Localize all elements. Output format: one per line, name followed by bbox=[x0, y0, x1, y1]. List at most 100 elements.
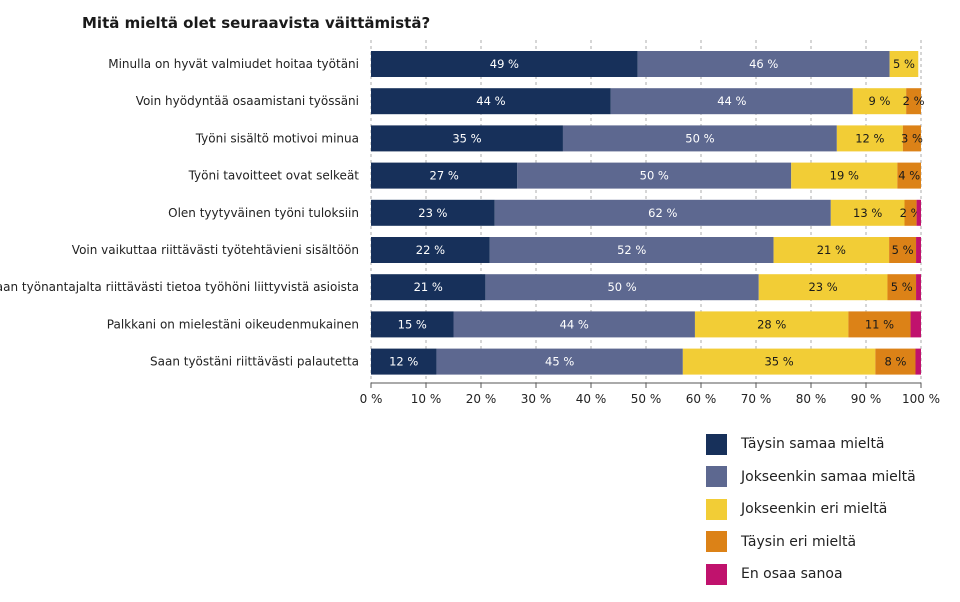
bar-segment bbox=[916, 237, 921, 263]
bar-segment bbox=[562, 125, 837, 152]
bar-segment bbox=[758, 274, 888, 301]
bar-segment bbox=[836, 125, 903, 152]
data-label: 44 % bbox=[476, 94, 505, 108]
bar-segment bbox=[371, 51, 638, 77]
data-label: 3 % bbox=[901, 131, 923, 145]
legend-label: En osaa sanoa bbox=[741, 566, 843, 583]
bar-segment bbox=[887, 274, 917, 301]
bar-segment bbox=[910, 311, 921, 338]
x-tick-label: 80 % bbox=[796, 392, 827, 406]
data-label: 5 % bbox=[891, 280, 913, 294]
legend-label: Täysin samaa mieltä bbox=[741, 436, 885, 453]
category-label: Minulla on hyvät valmiudet hoitaa työtän… bbox=[108, 57, 359, 71]
bar-segment bbox=[371, 237, 490, 263]
data-label: 22 % bbox=[416, 243, 445, 257]
category-label: Palkkani on mielestäni oikeudenmukainen bbox=[107, 317, 359, 331]
data-label: 21 % bbox=[414, 280, 443, 294]
bar-segment bbox=[889, 237, 917, 263]
data-label: 19 % bbox=[830, 169, 859, 183]
bar-segment bbox=[694, 311, 849, 338]
legend-item: Jokseenkin samaa mieltä bbox=[706, 461, 916, 494]
x-tick-label: 100 % bbox=[902, 392, 940, 406]
data-label: 8 % bbox=[884, 355, 906, 369]
bar-segment bbox=[848, 311, 911, 338]
data-label: 5 % bbox=[892, 243, 914, 257]
bar-segment bbox=[371, 348, 437, 375]
category-label: Saan työstäni riittävästi palautetta bbox=[150, 355, 359, 369]
category-label: Voin hyödyntää osaamistani työssäni bbox=[136, 94, 359, 108]
bar-segment bbox=[915, 348, 921, 375]
bar-segment bbox=[875, 348, 916, 375]
stacked-bar-chart: 0 % 10 % 20 % 30 % 40 % 50 % 60 % 70 % 80 % 90 % 1… bbox=[0, 40, 940, 406]
data-label: 12 % bbox=[855, 131, 884, 145]
x-tick-label: 70 % bbox=[741, 392, 772, 406]
bar-segment bbox=[494, 199, 831, 226]
bar-segment bbox=[902, 125, 921, 152]
data-label: 45 % bbox=[545, 355, 574, 369]
data-label: 44 % bbox=[717, 94, 746, 108]
data-label: 15 % bbox=[398, 317, 427, 331]
bar-segment bbox=[889, 51, 919, 77]
category-label: Työni sisältö motivoi minua bbox=[195, 131, 359, 145]
data-label: 46 % bbox=[749, 57, 778, 71]
legend-label: Jokseenkin samaa mieltä bbox=[741, 468, 916, 485]
bar-segment bbox=[791, 162, 898, 189]
bar-segment bbox=[517, 162, 792, 189]
x-tick-label: 60 % bbox=[686, 392, 717, 406]
data-label: 4 % bbox=[898, 169, 920, 183]
chart-title: Mitä mieltä olet seuraavista väittämistä… bbox=[82, 14, 431, 32]
bar-segment bbox=[489, 237, 774, 263]
x-tick-label: 50 % bbox=[631, 392, 662, 406]
x-tick-label: 10 % bbox=[411, 392, 442, 406]
legend-swatch bbox=[706, 531, 727, 553]
bar-segment bbox=[682, 348, 876, 375]
data-label: 9 % bbox=[869, 94, 891, 108]
x-tick-label: 90 % bbox=[851, 392, 882, 406]
data-label: 35 % bbox=[764, 355, 793, 369]
bar-segment bbox=[637, 51, 890, 77]
bar-segment bbox=[371, 199, 495, 226]
bar-segment bbox=[485, 274, 759, 301]
data-label: 5 % bbox=[893, 57, 915, 71]
data-label: 52 % bbox=[617, 243, 646, 257]
bar-segment bbox=[830, 199, 905, 226]
bar-segment bbox=[897, 162, 921, 189]
data-label: 50 % bbox=[640, 169, 669, 183]
bar-segment bbox=[904, 199, 917, 226]
legend: Täysin samaa mieltä Jokseenkin samaa miel… bbox=[706, 428, 916, 591]
data-label: 27 % bbox=[430, 169, 459, 183]
data-label: 2 % bbox=[900, 206, 922, 220]
legend-item: En osaa sanoa bbox=[706, 558, 916, 591]
data-label: 13 % bbox=[853, 206, 882, 220]
data-label: 62 % bbox=[648, 206, 677, 220]
legend-item: Jokseenkin eri mieltä bbox=[706, 493, 916, 526]
legend-label: Täysin eri mieltä bbox=[741, 533, 857, 550]
bar-segment bbox=[906, 88, 921, 115]
category-label: Voin vaikuttaa riittävästi työtehtävieni… bbox=[72, 243, 359, 257]
data-label: 50 % bbox=[607, 280, 636, 294]
data-label: 28 % bbox=[757, 317, 786, 331]
category-label: Työni tavoitteet ovat selkeät bbox=[188, 169, 360, 183]
bar-segment bbox=[610, 88, 853, 115]
data-label: 2 % bbox=[903, 94, 925, 108]
x-tick-label: 20 % bbox=[466, 392, 497, 406]
bar-segment bbox=[371, 274, 486, 301]
category-label: Saan työnantajalta riittävästi tietoa ty… bbox=[0, 280, 359, 294]
x-tick-label: 30 % bbox=[521, 392, 552, 406]
bar-segment bbox=[371, 162, 518, 189]
bar-segment bbox=[916, 199, 921, 226]
x-tick-label: 40 % bbox=[576, 392, 607, 406]
bar-segment bbox=[916, 274, 921, 301]
legend-swatch bbox=[706, 563, 727, 585]
legend-swatch bbox=[706, 466, 727, 488]
data-label: 23 % bbox=[808, 280, 837, 294]
bar-segment bbox=[371, 125, 563, 152]
data-label: 35 % bbox=[452, 131, 481, 145]
bar-segment bbox=[436, 348, 683, 375]
data-label: 21 % bbox=[817, 243, 846, 257]
data-label: 23 % bbox=[418, 206, 447, 220]
data-label: 11 % bbox=[865, 317, 894, 331]
bar-segment bbox=[852, 88, 907, 115]
legend-label: Jokseenkin eri mieltä bbox=[741, 501, 888, 518]
data-label: 50 % bbox=[685, 131, 714, 145]
